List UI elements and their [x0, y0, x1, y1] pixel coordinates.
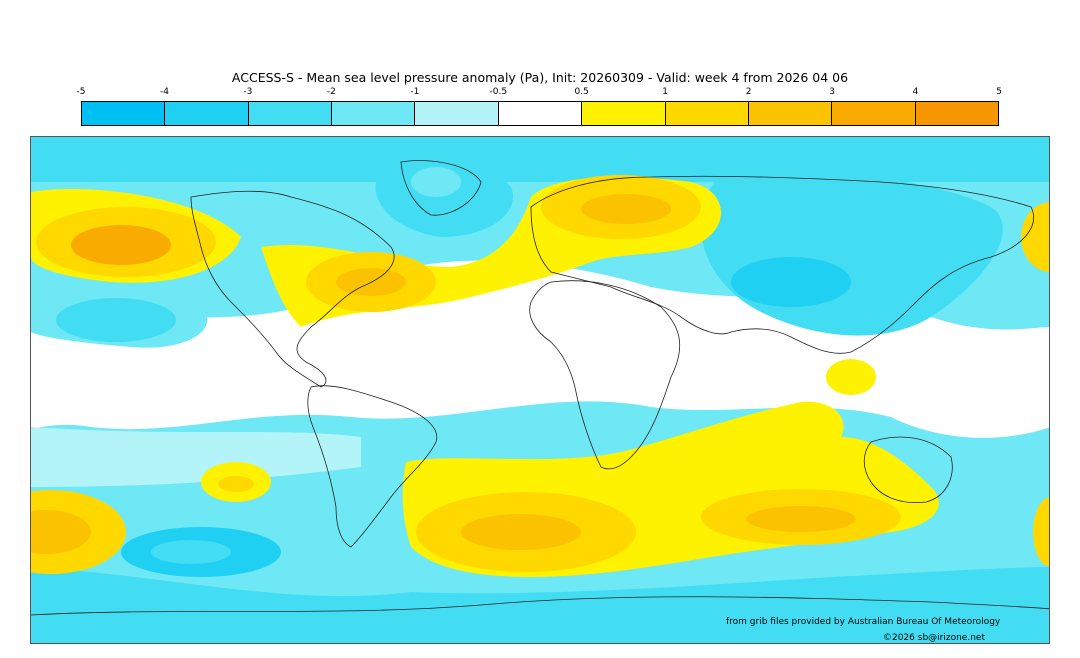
colorbar-swatch-4	[415, 102, 499, 125]
field-neg-asia-core	[731, 257, 851, 307]
colorbar-tick: -2	[326, 87, 336, 97]
field-pos-right-edge	[1021, 202, 1049, 272]
field-pos-se-edge	[1033, 497, 1049, 567]
field-neg-south-band	[31, 427, 361, 487]
field-pos-namerica-core	[336, 268, 406, 296]
colorbar-tick: 3	[829, 87, 835, 97]
colorbar-tick: -4	[159, 87, 169, 97]
field-pos-europe-core	[581, 194, 671, 224]
source-credit: from grib files provided by Australian B…	[726, 617, 1001, 627]
colorbar-swatch-5	[498, 102, 583, 125]
colorbar-tick: -1	[410, 87, 420, 97]
copyright-credit: ©2026 sb@irizone.net	[883, 633, 985, 643]
field-neg-npac-core	[56, 298, 176, 342]
colorbar-legend	[81, 101, 999, 126]
field-pos-indonesia	[826, 359, 876, 395]
colorbar-swatch-1	[165, 102, 249, 125]
field-pos-alaska-core	[71, 225, 171, 265]
field-pos-sw-edge-core	[31, 510, 91, 554]
field-neg-greenland-core	[411, 167, 461, 197]
colorbar-tick-labels: -5 -4 -3 -2 -1 -0.5 0.5 1 2 3 4 5	[77, 87, 1002, 99]
world-map: from grib files provided by Australian B…	[30, 136, 1050, 644]
map-title: ACCESS-S - Mean sea level pressure anoma…	[231, 70, 849, 85]
colorbar-swatch-7	[665, 102, 749, 125]
coastlines	[31, 160, 1049, 616]
colorbar-tick: 5	[996, 87, 1002, 97]
colorbar-tick: 0.5	[574, 87, 589, 97]
colorbar-tick: 2	[745, 87, 752, 97]
field-neg-greenland	[375, 155, 513, 237]
colorbar-swatch-3	[332, 102, 416, 125]
coast-greenland	[400, 160, 482, 216]
field-neg-southern-ocean-2	[31, 567, 1049, 643]
colorbar-tick: -3	[243, 87, 253, 97]
coast-eurasia	[530, 175, 1034, 354]
field-arctic-band	[31, 137, 1049, 182]
colorbar-swatch-8	[748, 102, 833, 125]
colorbar-swatch-2	[248, 102, 333, 125]
colorbar-tick: -0.5	[489, 87, 508, 97]
anomaly-field	[31, 137, 1049, 643]
colorbar-tick: 4	[912, 87, 919, 97]
coast-africa	[529, 280, 681, 470]
field-pos-south-atl-core	[461, 514, 581, 550]
colorbar-swatch-0	[82, 102, 166, 125]
field-pos-indian-core	[746, 506, 856, 532]
coast-antarctica	[31, 596, 1049, 616]
coast-south-america	[307, 385, 438, 548]
field-neg-sw-pac-core	[151, 540, 231, 564]
colorbar-tick: -5	[76, 87, 86, 97]
field-pos-s-pacific-core	[218, 476, 254, 492]
colorbar-swatch-10	[915, 102, 998, 125]
coast-australia	[863, 436, 953, 503]
colorbar-swatch-9	[832, 102, 916, 125]
colorbar-tick: 1	[662, 87, 669, 97]
coast-north-america	[190, 190, 395, 388]
colorbar-swatch-6	[582, 102, 666, 125]
